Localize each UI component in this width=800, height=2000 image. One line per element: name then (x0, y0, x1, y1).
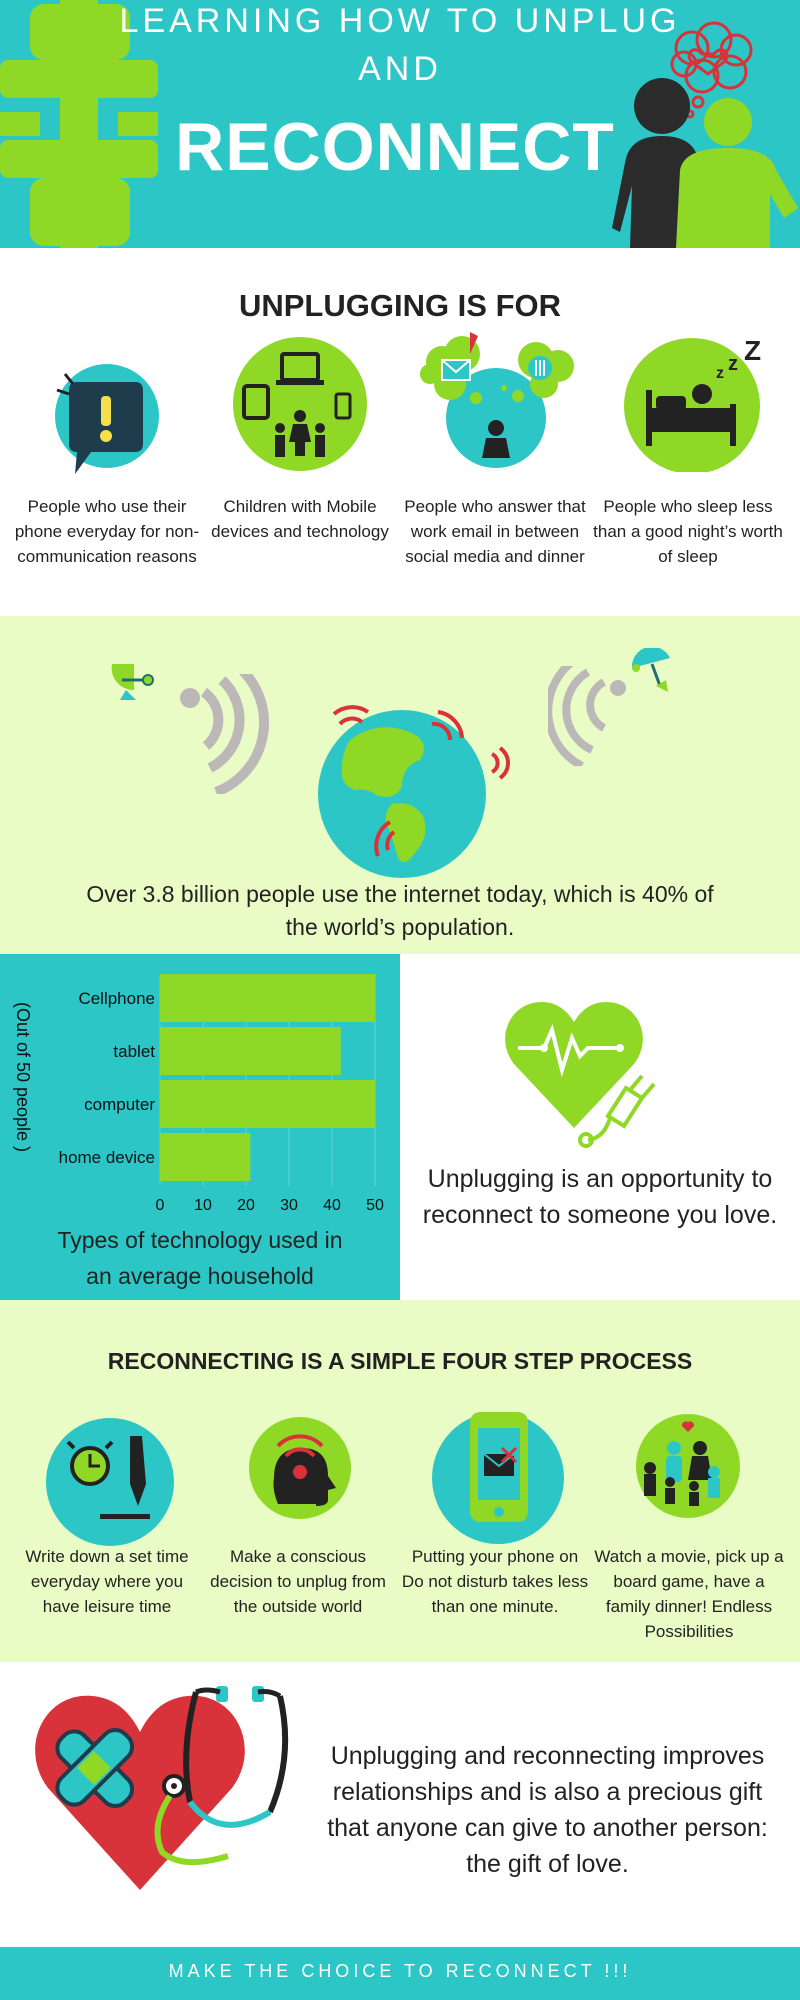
family-devices-icon (233, 337, 367, 471)
chart-bar (160, 974, 375, 1022)
chart-tick-label: 10 (194, 1197, 212, 1214)
header-banner: LEARNING HOW TO UNPLUG AND RECONNECT (0, 0, 800, 248)
chart-category-label: tablet (113, 1042, 155, 1061)
chart-category-label: home device (59, 1148, 155, 1167)
footer-text: MAKE THE CHOICE TO RECONNECT !!! (168, 1961, 632, 1981)
phone-alert-icon (55, 364, 159, 474)
steps-section: RECONNECTING IS A SIMPLE FOUR STEP PROCE… (0, 1300, 800, 1662)
family-love-icon (636, 1414, 740, 1518)
signal-waves-icon (180, 674, 270, 794)
signal-waves-right-icon (548, 666, 626, 766)
section-title: RECONNECTING IS A SIMPLE FOUR STEP PROCE… (107, 1348, 693, 1374)
globe-icon (318, 705, 510, 878)
technology-section: Cellphone tablet computer home device 0 10 20 3… (0, 954, 800, 1300)
sleep-bed-icon: z z Z (624, 335, 761, 472)
svg-text:z: z (716, 365, 724, 382)
caption-2: Children with Mobile devices and technol… (211, 497, 389, 541)
step-caption-2: Make a conscious decision to unplug from… (210, 1547, 386, 1616)
step-caption-1: Write down a set time everyday where you… (25, 1547, 189, 1616)
satellite-dish-right-icon (631, 648, 670, 692)
caption-3: People who answer that work email in bet… (404, 497, 586, 566)
unplugging-for-section: UNPLUGGING IS FOR (0, 248, 800, 616)
technology-bar-chart: Cellphone tablet computer home device 0 10 20 3… (13, 974, 384, 1289)
chart-y-axis-label: (Out of 50 people ) (13, 1002, 33, 1152)
heart-stethoscope-icon (35, 1686, 289, 1890)
chart-category-label: computer (84, 1095, 155, 1114)
chart-title-line-2: an average household (86, 1263, 314, 1289)
plug-icon (0, 0, 158, 248)
chart-tick-label: 50 (366, 1197, 384, 1214)
svg-text:z: z (728, 353, 738, 375)
internet-section: Over 3.8 billion people use the internet… (0, 616, 800, 954)
chart-category-label: Cellphone (78, 989, 155, 1008)
chart-title: Types of technology used in (57, 1227, 342, 1253)
header-title: RECONNECT (175, 109, 615, 185)
phone-mail-icon (432, 1412, 564, 1544)
chart-tick-label: 30 (280, 1197, 298, 1214)
caption-4: People who sleep less than a good night’… (593, 497, 783, 566)
satellite-dish-icon (111, 664, 154, 700)
chart-tick-label: 0 (156, 1197, 165, 1214)
head-signal-icon (249, 1417, 351, 1519)
svg-text:Z: Z (744, 335, 761, 366)
section-title: UNPLUGGING IS FOR (238, 288, 562, 323)
chart-bar (160, 1133, 251, 1181)
chart-panel: Cellphone tablet computer home device 0 10 20 3… (0, 954, 400, 1300)
gift-section: Unplugging and reconnecting improves rel… (0, 1662, 800, 1947)
caption-1: People who use their phone everyday for … (14, 497, 200, 566)
internet-stat-text: Over 3.8 billion people use the internet… (86, 881, 714, 940)
step-caption-3: Putting your phone on Do not disturb tak… (401, 1547, 589, 1616)
heart-plug-icon (505, 1002, 656, 1148)
chart-tick-label: 40 (323, 1197, 341, 1214)
header-line-1: LEARNING HOW TO UNPLUG (119, 2, 681, 40)
header-line-2: AND (358, 50, 442, 88)
chart-tick-label: 20 (237, 1197, 255, 1214)
email-thought-icon (420, 332, 574, 468)
clock-pen-icon (46, 1418, 174, 1546)
chart-bar (160, 1080, 375, 1128)
gift-text: Unplugging and reconnecting improves rel… (327, 1742, 768, 1878)
step-caption-4: Watch a movie, pick up a board game, hav… (594, 1547, 784, 1641)
couple-icon (612, 21, 798, 248)
opportunity-text: Unplugging is an opportunity to reconnec… (422, 1165, 778, 1229)
chart-bar (160, 1027, 341, 1075)
footer-banner: MAKE THE CHOICE TO RECONNECT !!! (0, 1947, 800, 2000)
